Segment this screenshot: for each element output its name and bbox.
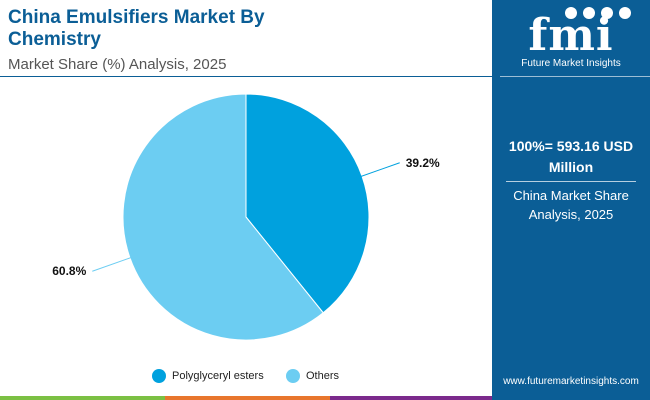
chart-title: China Emulsifiers Market By Chemistry	[8, 7, 265, 50]
chart-subtitle: Market Share (%) Analysis, 2025	[8, 56, 227, 73]
leader-line-0	[354, 162, 400, 180]
bottom-bar-blue	[492, 396, 650, 400]
info-panel: fmi Future Market Insights 100%= 593.16 …	[492, 0, 650, 400]
chart-area: 39.2% 60.8%	[0, 77, 492, 372]
website-link[interactable]: www.futuremarketinsights.com	[503, 376, 639, 387]
legend-label-others: Others	[306, 370, 340, 382]
data-label-polyglyceryl-esters: 39.2%	[406, 156, 440, 170]
legend-swatch-polyglyceryl-esters	[152, 369, 166, 383]
data-label-others: 60.8%	[52, 264, 86, 278]
logo-icons	[565, 7, 631, 19]
panel-separator	[506, 181, 636, 182]
logo-caption: Future Market Insights	[521, 58, 621, 69]
bottom-bar-orange	[165, 396, 330, 400]
market-total: 100%= 593.16 USD Million	[508, 138, 634, 175]
bottom-bar-purple	[330, 396, 492, 400]
leader-line-1	[92, 254, 138, 272]
market-description: China Market Share Analysis, 2025	[513, 188, 629, 222]
legend-label-polyglyceryl-esters: Polyglyceryl esters	[172, 370, 264, 382]
header-divider	[0, 76, 492, 77]
legend-swatch-others	[286, 369, 300, 383]
fmi-logo: fmi	[528, 10, 614, 61]
header: China Emulsifiers Market By Chemistry Ma…	[0, 0, 492, 76]
panel-divider	[500, 76, 650, 77]
bottom-bar-green	[0, 396, 165, 400]
pie-chart: 39.2% 60.8%	[52, 93, 440, 341]
